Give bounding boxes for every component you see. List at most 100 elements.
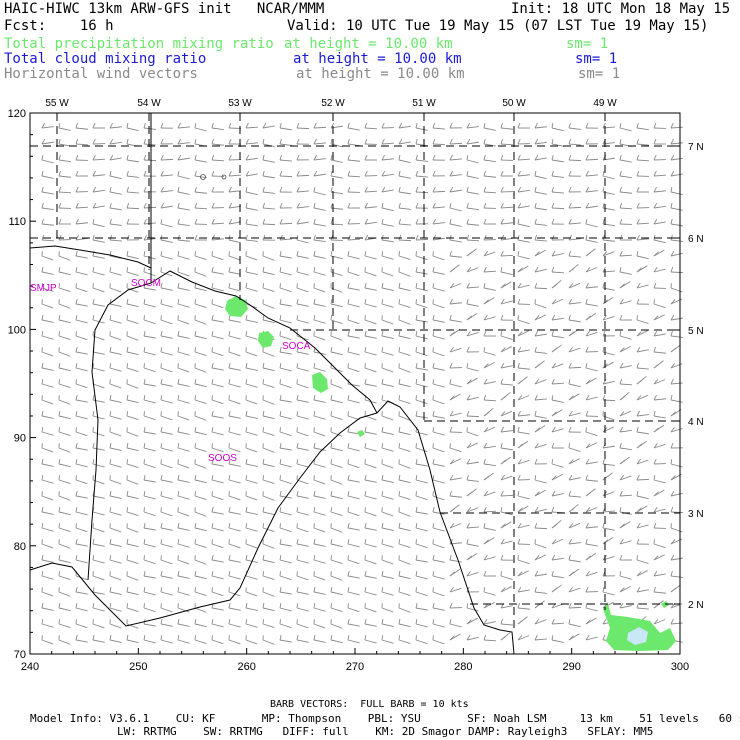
wind-barb-flag	[126, 507, 128, 513]
wind-barb-shaft	[398, 351, 411, 356]
wind-barb-shaft	[143, 351, 156, 356]
wind-barb-flag	[483, 202, 487, 209]
wind-barb-flag	[143, 218, 147, 225]
wind-barb-flag	[483, 427, 489, 433]
wind-barb-shaft	[568, 127, 581, 130]
wind-barb-shaft	[296, 319, 309, 324]
wind-barb-flag	[517, 458, 522, 465]
wind-barb-flag	[245, 603, 248, 609]
wind-barb-shaft	[483, 399, 497, 402]
wind-barb-flag	[398, 251, 400, 257]
wind-barb-shaft	[177, 399, 190, 404]
small-contour	[200, 174, 206, 180]
wind-barb-flag	[92, 411, 95, 417]
wind-barb-shaft	[177, 383, 190, 387]
wind-barb-shaft	[211, 447, 224, 453]
wind-barb-shaft	[347, 143, 360, 147]
wind-barb-shaft	[296, 479, 309, 485]
wind-barb-shaft	[500, 586, 512, 593]
wind-barb-shaft	[296, 559, 309, 564]
wind-barb-flag	[483, 123, 486, 129]
wind-barb-flag	[619, 475, 625, 481]
wind-barb-shaft	[330, 159, 343, 163]
wind-barb-shaft	[296, 399, 309, 403]
wind-barb-shaft	[670, 142, 683, 145]
wind-barb-shaft	[228, 415, 241, 419]
wind-barb-shaft	[483, 251, 496, 257]
wind-barb-flag	[160, 539, 163, 545]
wind-barb-shaft	[415, 175, 428, 178]
wind-barb-flag	[398, 331, 401, 337]
wind-barb-shaft	[109, 126, 122, 129]
wind-barb-shaft	[330, 431, 343, 437]
wind-barb-flag	[160, 251, 163, 257]
wind-barb-shaft	[296, 415, 309, 420]
wind-barb-shaft	[160, 463, 173, 469]
wind-barb-flag	[432, 379, 435, 385]
wind-barb-shaft	[636, 349, 649, 353]
x-tick-label: 280	[454, 661, 472, 673]
wind-barb-flag	[381, 299, 384, 305]
x-tick-label: 240	[21, 661, 39, 673]
wind-barb-shaft	[296, 639, 309, 643]
field-cloud-smooth: sm= 1	[575, 51, 618, 67]
wind-barb-shaft	[619, 410, 632, 417]
wind-barb-shaft	[449, 447, 462, 453]
wind-barb-flag	[585, 586, 589, 593]
wind-barb-flag	[636, 458, 641, 465]
wind-barb-shaft	[143, 367, 156, 373]
wind-barb-flag	[568, 314, 571, 321]
wind-barb-shaft	[653, 443, 666, 449]
wind-barb-flag	[619, 202, 623, 209]
wind-barb-shaft	[466, 507, 479, 513]
wind-barb-flag	[109, 507, 112, 513]
wind-barb-shaft	[160, 255, 173, 260]
wind-barb-shaft	[143, 591, 156, 596]
wind-barb-flag	[568, 154, 572, 161]
wind-barb-shaft	[364, 447, 377, 452]
wind-barb-shaft	[585, 239, 598, 243]
wind-barb-shaft	[279, 271, 292, 276]
wind-barb-shaft	[245, 239, 258, 242]
wind-barb-flag	[143, 443, 146, 449]
wind-barb-flag	[466, 267, 472, 273]
wind-barb-shaft	[449, 587, 462, 593]
wind-barb-shaft	[500, 605, 513, 609]
wind-barb-shaft	[313, 367, 326, 372]
wind-barb-flag	[262, 379, 264, 385]
wind-barb-flag	[279, 250, 282, 257]
wind-barb-shaft	[636, 607, 649, 610]
wind-barb-shaft	[364, 319, 377, 325]
wind-barb-shaft	[500, 447, 513, 451]
wind-barb-shaft	[585, 543, 598, 547]
wind-barb-flag	[653, 330, 658, 337]
wind-barb-shaft	[653, 303, 666, 309]
wind-barb-shaft	[58, 559, 71, 564]
wind-barb-flag	[296, 250, 299, 257]
wind-barb-flag	[449, 250, 452, 257]
wind-barb-flag	[483, 154, 486, 161]
wind-barb-shaft	[415, 447, 428, 453]
wind-barb-flag	[534, 603, 541, 609]
wind-barb-flag	[636, 298, 640, 305]
wind-barb-shaft	[92, 174, 105, 177]
wind-barb-flag	[381, 571, 384, 577]
wind-barb-flag	[398, 539, 400, 545]
wind-barb-shaft	[228, 559, 241, 563]
wind-barb-flag	[245, 619, 248, 625]
wind-barb-flag	[415, 234, 419, 241]
wind-barb-flag	[483, 170, 486, 177]
wind-barb-flag	[194, 202, 198, 209]
field-wind-smooth: sm= 1	[578, 66, 621, 82]
wind-barb-flag	[500, 283, 506, 289]
wind-barb-shaft	[534, 287, 548, 290]
wind-barb-flag	[92, 363, 95, 369]
wind-barb-shaft	[41, 463, 54, 467]
wind-barb-shaft	[143, 431, 156, 435]
wind-barb-shaft	[364, 271, 377, 277]
wind-barb-flag	[296, 170, 300, 177]
wind-barb-shaft	[330, 319, 343, 324]
wind-barb-flag	[670, 426, 675, 433]
wind-barb-flag	[75, 603, 78, 609]
wind-barb-flag	[483, 186, 487, 193]
